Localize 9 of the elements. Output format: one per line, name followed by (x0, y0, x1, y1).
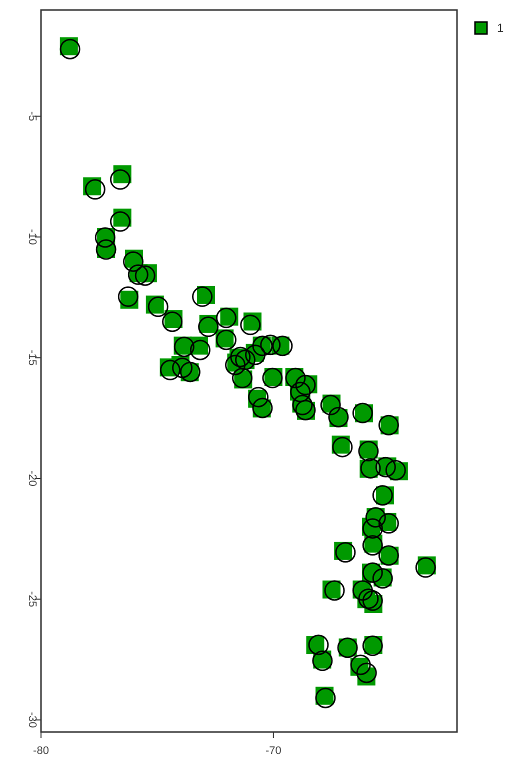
y-tick-label: -15 (26, 350, 38, 366)
y-tick-label: -30 (26, 712, 38, 728)
x-tick-label: -80 (33, 745, 49, 757)
y-tick-label: -5 (26, 111, 38, 122)
y-tick-label: -20 (26, 470, 38, 486)
y-tick-label: -25 (26, 591, 38, 608)
y-tick-label: -10 (26, 229, 38, 245)
x-tick-label: -70 (265, 745, 282, 757)
legend-label: 1 (497, 21, 504, 35)
